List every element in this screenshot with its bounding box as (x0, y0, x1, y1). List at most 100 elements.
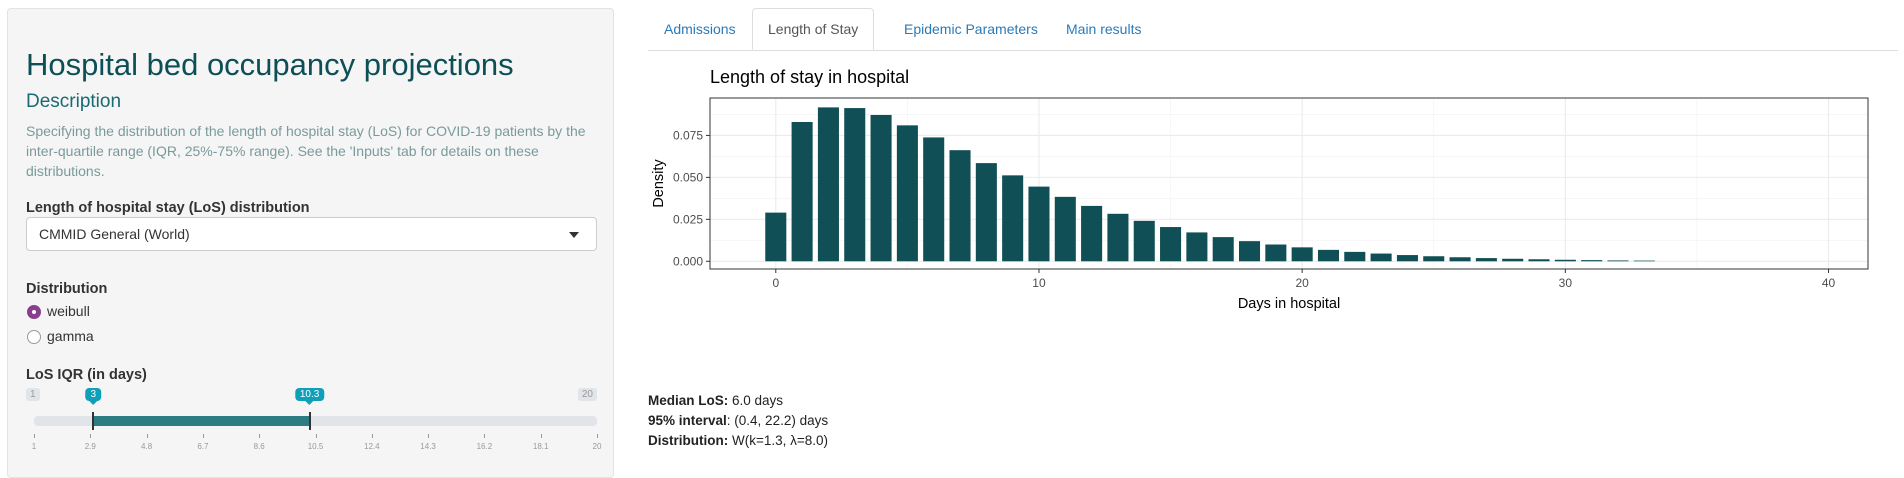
slider-grid-label: 6.7 (197, 442, 209, 451)
distribution-row: Distribution: W(k=1.3, λ=8.0) (648, 431, 828, 451)
los-iqr-label: LoS IQR (in days) (26, 367, 147, 383)
chart-bar (791, 121, 813, 262)
los-distribution-selected: CMMID General (World) (39, 226, 190, 242)
los-distribution-select[interactable]: CMMID General (World) (26, 217, 597, 251)
chart-title: Length of stay in hospital (710, 67, 909, 87)
chart-bar (1212, 237, 1234, 262)
chart-bar (1133, 220, 1155, 262)
tab-length-of-stay[interactable]: Length of Stay (752, 8, 875, 50)
x-tick-label: 10 (1032, 276, 1046, 290)
slider-min-label: 1 (26, 388, 40, 401)
plot-border (709, 97, 1869, 270)
chart-bar (1344, 251, 1366, 262)
slider-grid-tick (34, 434, 35, 438)
slider-low-value: 3 (85, 388, 102, 405)
radio-weibull-label: weibull (47, 303, 90, 319)
chart-bar (1502, 258, 1524, 262)
median-los-value: 6.0 days (732, 393, 784, 408)
los-iqr-slider[interactable]: 1 20 3 10.3 1 2.9 4.8 6.7 8.6 10.5 12.4 14.3 16.… (26, 388, 601, 454)
slider-grid-label: 16.2 (476, 442, 493, 451)
distribution-summary-label: Distribution: (648, 433, 729, 448)
slider-grid: 1 2.9 4.8 6.7 8.6 10.5 12.4 14.3 16.2 18.1 20 (31, 434, 601, 454)
chart-bar (975, 163, 997, 262)
x-tick-label: 40 (1822, 276, 1836, 290)
radio-weibull[interactable] (27, 305, 41, 319)
slider-grid-tick (146, 434, 148, 438)
chart-bar (1186, 232, 1208, 262)
chart-bar (923, 137, 945, 262)
chart-bar (1160, 227, 1182, 262)
tab-admissions[interactable]: Admissions (664, 21, 736, 37)
tab-bar: Admissions Length of Stay Epidemic Param… (648, 8, 1898, 51)
slider-grid-tick (540, 434, 542, 438)
chart-bar (1528, 259, 1550, 262)
slider-range-bar[interactable] (93, 416, 310, 426)
slider-grid-label: 12.4 (364, 442, 380, 451)
slider-grid-tick (597, 434, 598, 438)
chart-bar (1081, 205, 1103, 262)
description-heading: Description (26, 91, 122, 112)
y-tick-label: 0.050 (673, 170, 703, 184)
chart-bar (1238, 241, 1261, 262)
chart-bar (896, 125, 918, 262)
radio-gamma[interactable] (27, 330, 41, 344)
chart-x-axis-label: Days in hospital (1238, 296, 1340, 312)
chart-bar (1002, 175, 1024, 262)
chart-bar (817, 107, 839, 262)
slider-grid-label: 2.9 (84, 442, 96, 451)
slider-grid-label: 4.8 (141, 442, 153, 451)
chart-bar (1396, 255, 1418, 262)
distribution-label: Distribution (26, 281, 108, 297)
chart-bar (870, 114, 892, 262)
chart-bar (1607, 260, 1629, 262)
chart-bar (1265, 244, 1287, 262)
slider-grid-tick (371, 434, 373, 438)
slider-grid-label: 14.3 (420, 442, 436, 451)
slider-grid-label: 10.5 (307, 442, 324, 451)
slider-grid-tick (428, 434, 430, 438)
slider-high-value: 10.3 (294, 388, 325, 405)
y-tick-label: 0.075 (673, 128, 703, 142)
los-chart-svg: Length of stay in hospital Density Days … (651, 67, 1869, 312)
slider-grid-tick (90, 434, 92, 438)
chart-bar (1317, 249, 1340, 262)
chart-bar (844, 108, 866, 262)
chart-bar (1291, 247, 1313, 262)
chart-bar (765, 212, 787, 262)
chart-bar (1554, 259, 1576, 262)
slider-handle-low[interactable] (92, 412, 95, 430)
slider-max-label: 20 (577, 388, 597, 401)
slider-grid-label: 18.1 (532, 442, 549, 451)
chart-bar (1475, 258, 1497, 262)
tab-epidemic-parameters[interactable]: Epidemic Parameters (904, 21, 1038, 37)
interval-value: : (0.4, 22.2) days (726, 413, 829, 428)
slider-handle-high[interactable] (308, 412, 311, 430)
slider-grid-tick (259, 434, 261, 438)
x-tick-label: 0 (772, 276, 779, 290)
radio-gamma-label: gamma (47, 328, 94, 344)
x-tick-label: 20 (1295, 276, 1309, 290)
distribution-summary-value: W(k=1.3, λ=8.0) (732, 433, 829, 448)
chart-bar (1028, 186, 1050, 262)
los-chart: Length of stay in hospital Density Days … (648, 65, 1898, 365)
chevron-down-icon (569, 232, 579, 238)
x-tick-label: 30 (1559, 276, 1573, 290)
description-text: Specifying the distribution of the lengt… (26, 123, 586, 179)
tab-main-results[interactable]: Main results (1066, 21, 1142, 37)
los-summary: Median LoS: 6.0 days 95% interval: (0.4,… (648, 391, 828, 451)
app-title: Hospital bed occupancy projections (26, 47, 514, 82)
slider-track[interactable] (34, 416, 597, 426)
median-los-label: Median LoS: (648, 393, 729, 408)
chart-bar (1107, 213, 1129, 262)
chart-bar (1423, 256, 1445, 262)
interval-label: 95% interval (648, 413, 727, 428)
los-distribution-label: Length of hospital stay (LoS) distributi… (26, 200, 310, 216)
slider-grid-tick (202, 434, 204, 438)
slider-grid-label: 1 (31, 442, 37, 451)
slider-grid-tick (315, 434, 317, 438)
slider-grid-label: 8.6 (253, 442, 265, 451)
median-los-row: Median LoS: 6.0 days (648, 391, 828, 411)
chart-bar (1054, 196, 1076, 262)
chart-bar (1581, 260, 1603, 262)
chart-bar (1449, 257, 1471, 262)
